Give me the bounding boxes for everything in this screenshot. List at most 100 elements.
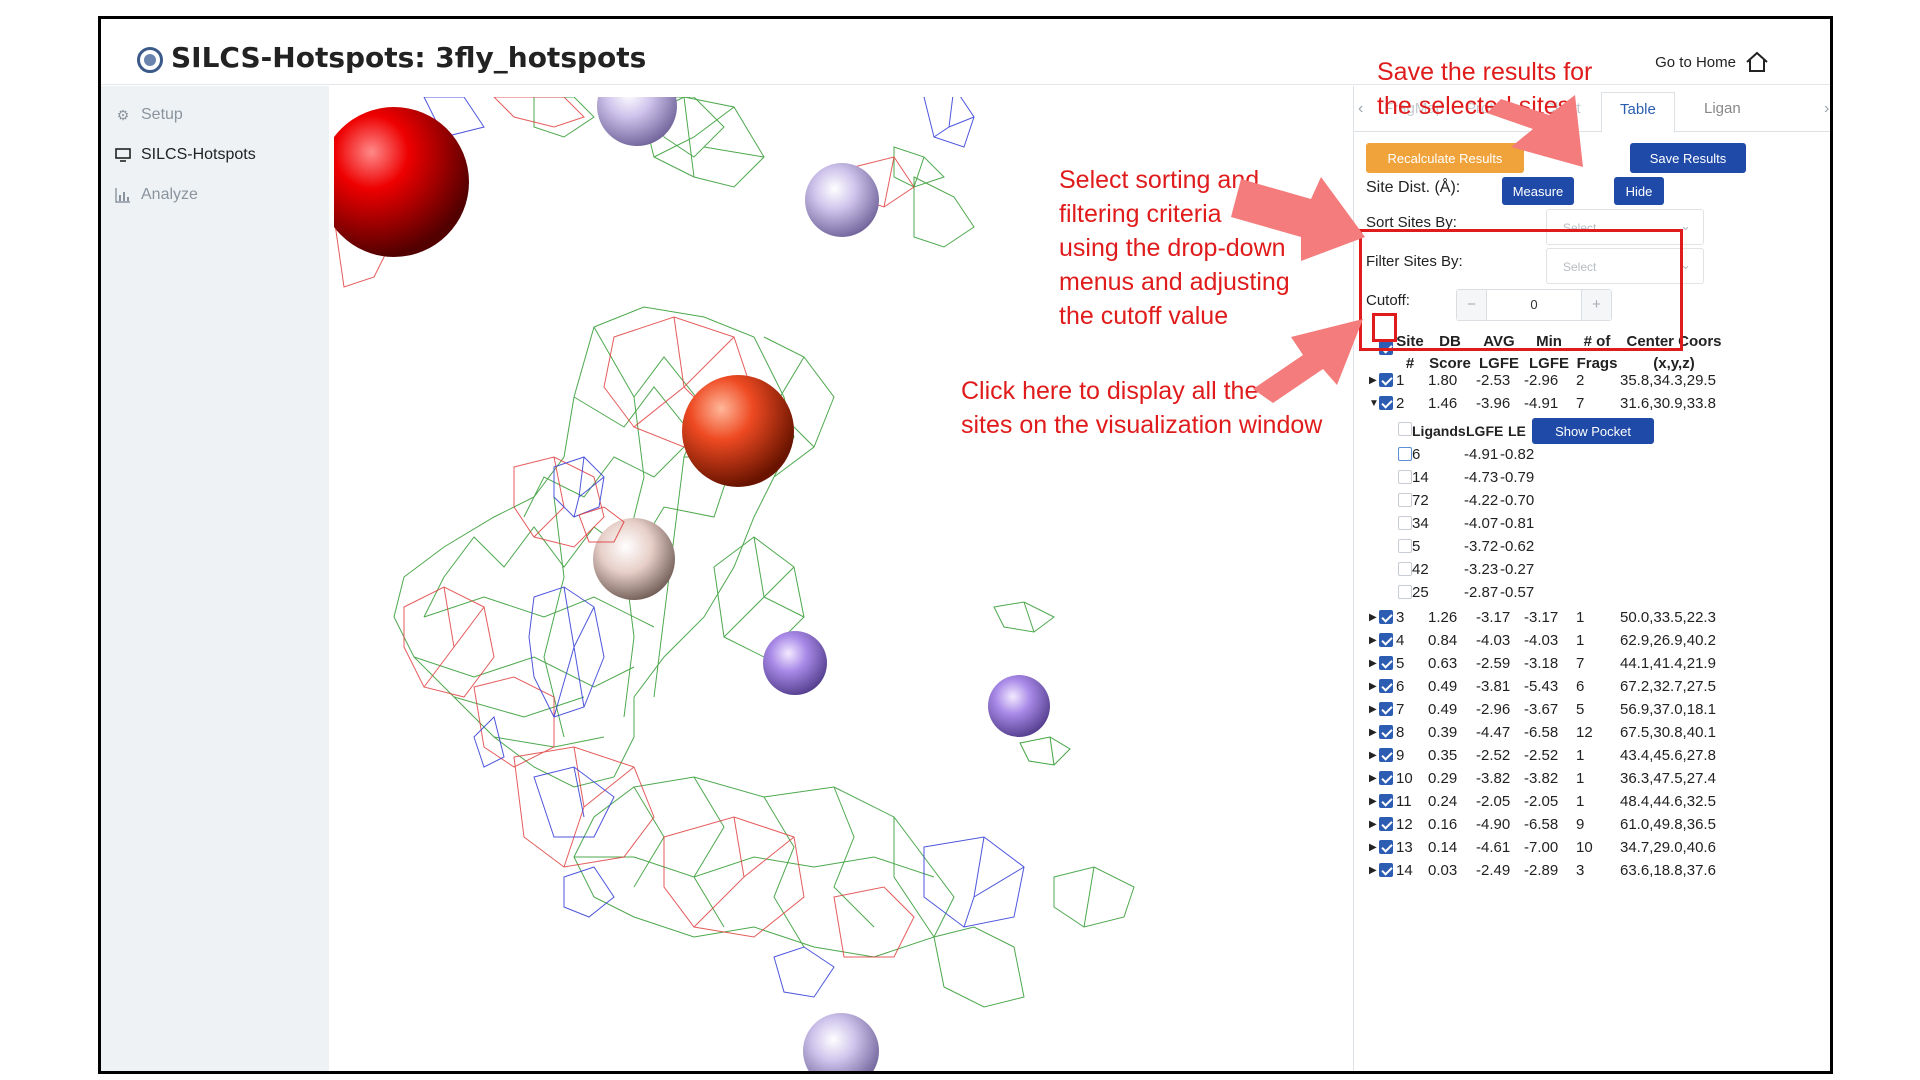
tab-table[interactable]: Table	[1601, 92, 1675, 133]
num-frags: 10	[1576, 839, 1593, 856]
caret-right-icon[interactable]: ▶	[1369, 796, 1377, 807]
ligand-checkbox[interactable]	[1398, 539, 1412, 553]
sidebar-item-label: Analyze	[141, 186, 198, 203]
site-checkbox[interactable]	[1379, 771, 1393, 785]
ligand-checkbox[interactable]	[1398, 470, 1412, 484]
ligand-le: -0.27	[1500, 561, 1535, 578]
center-coors: 56.9,37.0,18.1	[1620, 701, 1716, 718]
sub-col-lgfe: LGFE	[1466, 423, 1504, 439]
site-checkbox[interactable]	[1379, 396, 1393, 410]
site-checkbox[interactable]	[1379, 817, 1393, 831]
center-coors: 61.0,49.8,36.5	[1620, 816, 1716, 833]
db-score: 0.03	[1428, 862, 1458, 879]
purple-atom-sphere	[988, 675, 1050, 737]
caret-right-icon[interactable]: ▶	[1369, 635, 1377, 646]
measure-button[interactable]: Measure	[1502, 177, 1574, 205]
caret-right-icon[interactable]: ▶	[1369, 375, 1377, 386]
caret-right-icon[interactable]: ▶	[1369, 865, 1377, 876]
tab-scroll-right-icon[interactable]: ›	[1824, 100, 1830, 117]
cutoff-stepper[interactable]: − 0 +	[1456, 289, 1612, 321]
db-score: 0.16	[1428, 816, 1458, 833]
db-score: 0.14	[1428, 839, 1458, 856]
num-frags: 2	[1576, 372, 1585, 389]
db-score: 0.49	[1428, 678, 1458, 695]
site-checkbox[interactable]	[1379, 840, 1393, 854]
ligand-checkbox[interactable]	[1398, 447, 1412, 461]
avg-lgfe: -3.17	[1476, 609, 1511, 626]
caret-right-icon[interactable]: ▶	[1369, 727, 1377, 738]
ligand-checkbox[interactable]	[1398, 493, 1412, 507]
ligand-checkbox[interactable]	[1398, 585, 1412, 599]
site-number: 6	[1396, 678, 1405, 695]
site-checkbox[interactable]	[1379, 748, 1393, 762]
caret-right-icon[interactable]: ▶	[1369, 681, 1377, 692]
ligand-lgfe: -3.23	[1464, 561, 1499, 578]
sidebar-item-setup[interactable]: ⚙ Setup	[115, 106, 183, 124]
tab-ligand[interactable]: Ligan	[1704, 100, 1741, 117]
lavender-atom-sphere	[597, 97, 677, 146]
tab-scroll-left-icon[interactable]: ‹	[1358, 100, 1364, 117]
site-checkbox[interactable]	[1379, 725, 1393, 739]
caret-right-icon[interactable]: ▶	[1369, 704, 1377, 715]
gear-icon: ⚙	[116, 107, 130, 123]
site-number: 5	[1396, 655, 1405, 672]
site-checkbox[interactable]	[1379, 679, 1393, 693]
site-checkbox[interactable]	[1379, 633, 1393, 647]
peach-atom-sphere	[593, 518, 675, 600]
center-coors: 44.1,41.4,21.9	[1620, 655, 1716, 672]
decrement-button[interactable]: −	[1457, 290, 1487, 320]
purple-atom-sphere	[763, 631, 827, 695]
db-score: 0.24	[1428, 793, 1458, 810]
caret-right-icon[interactable]: ▶	[1369, 612, 1377, 623]
cutoff-value[interactable]: 0	[1530, 297, 1538, 312]
show-pocket-button[interactable]: Show Pocket	[1532, 418, 1654, 444]
sidebar-item-analyze[interactable]: Analyze	[115, 186, 198, 204]
site-checkbox[interactable]	[1379, 702, 1393, 716]
col-header-avg-lgfe: AVG LGFE	[1479, 333, 1519, 372]
site-checkbox[interactable]	[1379, 794, 1393, 808]
site-number: 13	[1396, 839, 1413, 856]
site-checkbox[interactable]	[1379, 610, 1393, 624]
caret-right-icon[interactable]: ▶	[1369, 773, 1377, 784]
min-lgfe: -4.91	[1524, 395, 1559, 412]
sidebar-item-silcs-hotspots[interactable]: SILCS-Hotspots	[115, 146, 256, 164]
bar-chart-icon	[115, 188, 130, 203]
caret-right-icon[interactable]: ▶	[1369, 842, 1377, 853]
molecule-viewer[interactable]	[334, 97, 1354, 1071]
save-results-button[interactable]: Save Results	[1630, 143, 1746, 173]
filter-sites-select[interactable]: Select ⌄	[1546, 248, 1704, 284]
db-score: 1.46	[1428, 395, 1458, 412]
min-lgfe: -5.43	[1524, 678, 1559, 695]
blue-fragmap-mesh	[423, 97, 1025, 998]
ligands-select-all-checkbox[interactable]	[1398, 422, 1412, 436]
sort-sites-select[interactable]: Select ⌄	[1546, 209, 1704, 245]
ligand-id: 72	[1412, 492, 1429, 509]
sort-filter-highlight-box	[1359, 229, 1683, 351]
ligand-checkbox[interactable]	[1398, 562, 1412, 576]
min-lgfe: -4.03	[1524, 632, 1559, 649]
caret-down-icon[interactable]: ▼	[1369, 398, 1379, 409]
site-number: 14	[1396, 862, 1413, 879]
site-checkbox[interactable]	[1379, 373, 1393, 387]
chevron-down-icon: ⌄	[1680, 218, 1691, 233]
center-coors: 67.5,30.8,40.1	[1620, 724, 1716, 741]
center-coors: 63.6,18.8,37.6	[1620, 862, 1716, 879]
site-checkbox[interactable]	[1379, 656, 1393, 670]
caret-right-icon[interactable]: ▶	[1369, 750, 1377, 761]
recalculate-results-button[interactable]: Recalculate Results	[1366, 143, 1524, 173]
caret-right-icon[interactable]: ▶	[1369, 819, 1377, 830]
ligand-id: 14	[1412, 469, 1429, 486]
sidebar-item-label: Setup	[141, 106, 183, 123]
go-home-link[interactable]: Go to Home	[1655, 51, 1770, 73]
tab-fragmap[interactable]: FragMap	[1384, 100, 1445, 117]
ligand-le: -0.57	[1500, 584, 1535, 601]
site-checkbox[interactable]	[1379, 863, 1393, 877]
increment-button[interactable]: +	[1581, 290, 1611, 320]
col-header-center-coors: Center Coors (x,y,z)	[1626, 333, 1722, 372]
avg-lgfe: -2.05	[1476, 793, 1511, 810]
db-score: 0.84	[1428, 632, 1458, 649]
caret-right-icon[interactable]: ▶	[1369, 658, 1377, 669]
hide-button[interactable]: Hide	[1614, 177, 1664, 205]
ligand-checkbox[interactable]	[1398, 516, 1412, 530]
db-score: 1.26	[1428, 609, 1458, 626]
